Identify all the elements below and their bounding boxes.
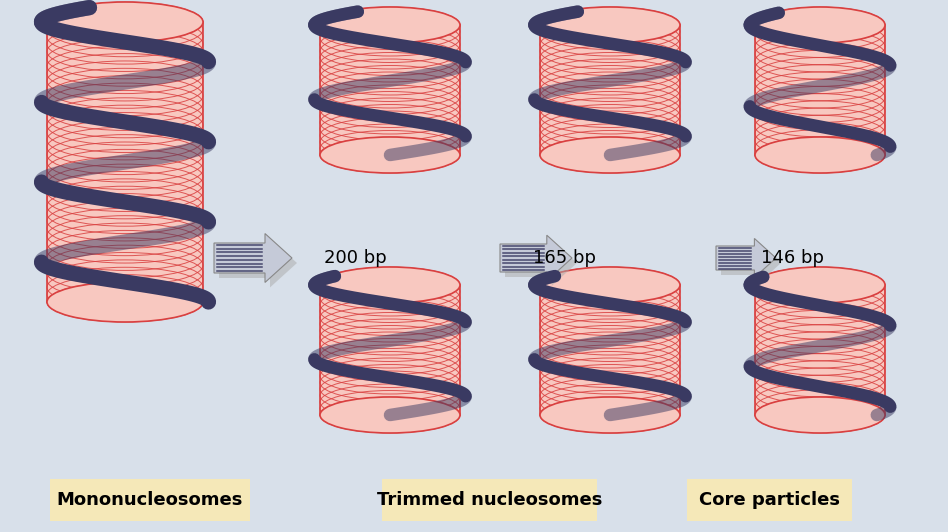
Polygon shape [47,22,203,302]
Ellipse shape [540,7,680,43]
Ellipse shape [755,137,885,173]
Text: 146 bp: 146 bp [761,249,825,267]
Polygon shape [540,25,680,155]
Ellipse shape [540,267,680,303]
FancyBboxPatch shape [50,479,250,521]
Ellipse shape [320,7,460,43]
Ellipse shape [47,282,203,322]
Polygon shape [755,25,885,155]
Polygon shape [716,238,776,278]
FancyBboxPatch shape [382,479,597,521]
Ellipse shape [47,2,203,42]
Text: Trimmed nucleosomes: Trimmed nucleosomes [377,491,603,509]
Polygon shape [219,238,297,287]
Ellipse shape [540,137,680,173]
Polygon shape [214,234,292,282]
Polygon shape [320,285,460,415]
FancyBboxPatch shape [687,479,852,521]
Text: 165 bp: 165 bp [534,249,596,267]
Polygon shape [505,240,577,286]
Ellipse shape [320,137,460,173]
Text: Core particles: Core particles [700,491,841,509]
Polygon shape [721,244,781,282]
Ellipse shape [755,7,885,43]
Text: Mononucleosomes: Mononucleosomes [57,491,244,509]
Polygon shape [500,235,572,281]
Text: 200 bp: 200 bp [323,249,387,267]
Polygon shape [755,285,885,415]
Ellipse shape [755,397,885,433]
Ellipse shape [320,267,460,303]
Ellipse shape [755,267,885,303]
Polygon shape [320,25,460,155]
Polygon shape [540,285,680,415]
Ellipse shape [540,397,680,433]
Ellipse shape [320,397,460,433]
